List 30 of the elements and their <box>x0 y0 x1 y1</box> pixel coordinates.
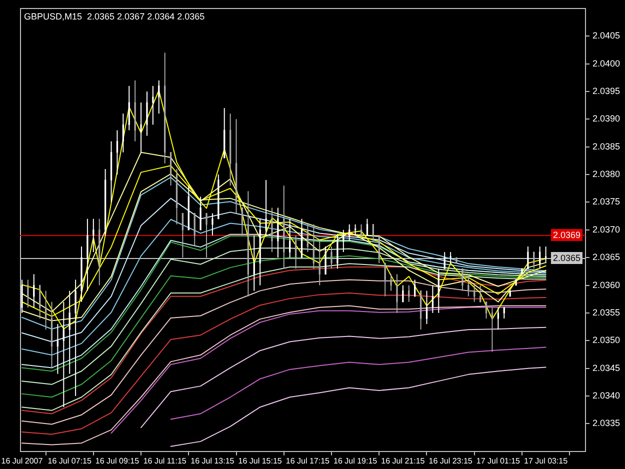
y-tick-label: 2.0405 <box>592 30 620 41</box>
x-tick-label: 16 Jul 17:15 <box>286 456 330 466</box>
chart-title: GBPUSD,M15 2.0365 2.0367 2.0364 2.0365 <box>24 11 205 22</box>
y-tick-label: 2.0375 <box>592 196 620 207</box>
x-tick-label: 16 Jul 13:15 <box>190 456 235 466</box>
x-tick-label: 16 Jul 19:15 <box>334 456 378 466</box>
y-tick-label: 2.0395 <box>592 86 620 96</box>
y-tick-label: 2.0345 <box>592 362 620 373</box>
y-tick-label: 2.0385 <box>592 141 620 152</box>
y-tick-label: 2.0350 <box>592 335 620 346</box>
ref-line-label: 2.0369 <box>552 230 580 240</box>
x-tick-label: 16 Jul 15:15 <box>238 456 282 466</box>
x-tick-label: 16 Jul 21:15 <box>381 456 426 466</box>
y-tick-label: 2.0355 <box>592 307 620 318</box>
x-tick-label: 16 Jul 23:15 <box>428 456 473 466</box>
ref-line-label: 2.0365 <box>552 252 580 263</box>
y-tick-label: 2.0360 <box>592 280 620 290</box>
x-tick-label: 16 Jul 09:15 <box>95 456 140 466</box>
y-tick-label: 2.0390 <box>592 114 620 124</box>
x-tick-label: 17 Jul 03:15 <box>524 456 568 466</box>
x-tick-label: 16 Jul 11:15 <box>143 456 187 466</box>
y-tick-label: 2.0400 <box>592 58 620 68</box>
y-tick-label: 2.0380 <box>592 169 620 180</box>
y-tick-label: 2.0335 <box>592 418 620 428</box>
y-tick-label: 2.0365 <box>592 252 620 262</box>
x-tick-label: 16 Jul 2007 <box>1 456 44 466</box>
y-tick-label: 2.0370 <box>592 224 620 234</box>
x-tick-label: 16 Jul 07:15 <box>48 456 92 466</box>
x-tick-label: 17 Jul 01:15 <box>476 456 521 466</box>
y-tick-label: 2.0340 <box>592 390 620 401</box>
